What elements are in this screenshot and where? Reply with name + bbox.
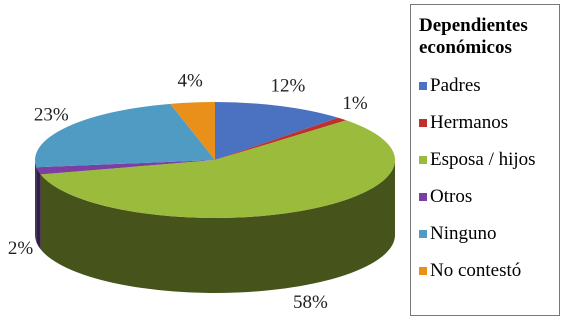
legend-item: Esposa / hijos [419, 141, 551, 178]
pie-slice [40, 120, 395, 218]
data-label: 12% [270, 76, 305, 97]
pie-slice [36, 160, 215, 175]
data-label: 23% [34, 104, 69, 125]
legend-item: Hermanos [419, 104, 551, 141]
legend-label: No contestó [430, 259, 522, 281]
legend-swatch [419, 118, 427, 127]
data-label: 4% [178, 71, 204, 92]
legend-items: Padres Hermanos Esposa / hijos Otros Ninguno… [419, 67, 551, 289]
pie-side [36, 167, 41, 250]
legend: Dependientes económicos Padres Hermanos Es… [410, 4, 560, 316]
pie-slice [215, 117, 347, 160]
data-label: 2% [8, 238, 34, 259]
legend-item: No contestó [419, 252, 551, 289]
pie-side [40, 160, 395, 293]
legend-title: Dependientes económicos [419, 15, 528, 58]
pie-slice [34, 103, 215, 168]
data-label: 58% [293, 292, 328, 313]
legend-swatch [419, 229, 427, 238]
pie-slice [215, 102, 339, 160]
legend-label: Otros [430, 185, 473, 207]
legend-item: Otros [419, 178, 551, 215]
pie-side [35, 160, 37, 243]
legend-swatch [419, 81, 427, 90]
legend-swatch [419, 266, 427, 275]
legend-label: Padres [430, 74, 481, 96]
legend-swatch [419, 155, 427, 164]
legend-label: Ninguno [430, 222, 497, 244]
legend-swatch [419, 192, 427, 201]
legend-item: Ninguno [419, 215, 551, 252]
pie-slice [170, 102, 215, 160]
legend-label: Hermanos [430, 111, 509, 133]
legend-item: Padres [419, 67, 551, 104]
legend-label: Esposa / hijos [430, 148, 536, 170]
pie-chart: 12% 1% 58% 2% 23% 4% [8, 71, 395, 313]
data-label: 1% [342, 93, 368, 114]
